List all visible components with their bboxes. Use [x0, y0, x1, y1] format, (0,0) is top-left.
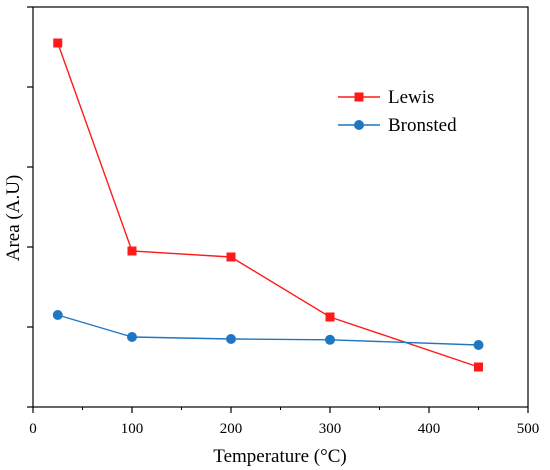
x-tick-label: 200 [220, 421, 243, 437]
x-tick-label: 500 [517, 421, 540, 437]
legend: Lewis Bronsted [338, 87, 457, 136]
plot-frame [32, 6, 529, 408]
y-axis [27, 6, 33, 408]
data-point [473, 340, 484, 350]
data-point [325, 312, 335, 322]
legend-item-lewis: Lewis [338, 87, 434, 108]
x-tick-label: 100 [121, 421, 144, 437]
y-axis-title: Area (A.U) [3, 175, 24, 262]
legend-label: Bronsted [388, 115, 457, 136]
data-point [52, 310, 63, 320]
plot-area [32, 6, 529, 408]
legend-item-bronsted: Bronsted [338, 115, 457, 136]
data-point [325, 334, 335, 345]
data-point [127, 246, 137, 256]
x-axis: 0 100 200 300 400 500 [29, 407, 539, 437]
data-point [127, 332, 137, 342]
data-point [226, 252, 236, 262]
x-tick-label: 300 [319, 421, 342, 437]
legend-marker [354, 120, 364, 130]
series-line [57, 314, 479, 346]
x-tick-label: 400 [418, 421, 441, 437]
series-bronsted [52, 310, 484, 350]
data-point [474, 362, 483, 372]
data-point [226, 334, 236, 344]
series-layer [52, 38, 484, 372]
data-point [53, 38, 63, 48]
x-axis-title: Temperature (°C) [213, 446, 346, 467]
legend-marker [354, 92, 364, 102]
legend-label: Lewis [388, 87, 434, 108]
x-tick-label: 0 [29, 421, 37, 437]
series-lewis [53, 38, 483, 372]
